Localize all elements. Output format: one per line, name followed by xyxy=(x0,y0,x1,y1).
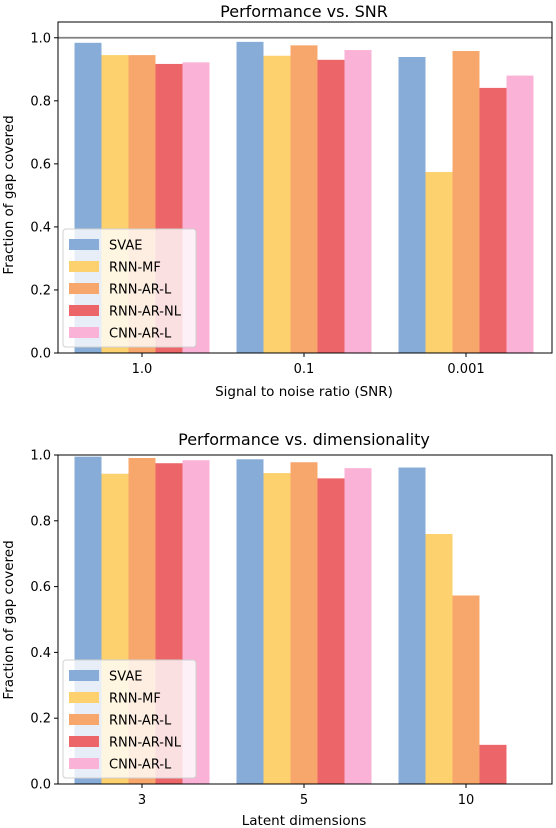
y-tick-label: 0.6 xyxy=(30,157,51,172)
y-tick-label: 0.2 xyxy=(30,283,51,298)
legend-swatch xyxy=(69,758,99,769)
bar-rnn-mf-2 xyxy=(425,172,453,353)
bar-rnn-ar-l-1 xyxy=(290,45,318,354)
legend-label: RNN-AR-NL xyxy=(109,305,182,320)
bar-svae-1 xyxy=(236,41,264,354)
y-axis-label: Fraction of gap covered xyxy=(1,540,17,699)
x-axis-ticks: 1.0 0.1 0.001 xyxy=(132,353,485,377)
y-tick-label: 0.8 xyxy=(30,94,51,109)
bar-rnn-mf-1 xyxy=(263,55,291,354)
y-tick-label: 1.0 xyxy=(30,31,51,46)
y-tick-label: 0.2 xyxy=(30,712,51,727)
y-axis-label: Fraction of gap covered xyxy=(1,115,17,274)
bar-rnn-ar-l-2 xyxy=(452,51,480,354)
bar-cnn-ar-l-2 xyxy=(506,75,534,353)
y-tick-label: 0.4 xyxy=(30,220,51,235)
x-tick-label: 0.001 xyxy=(447,362,484,377)
y-tick-label: 0.6 xyxy=(30,580,51,595)
y-tick-label: 1.0 xyxy=(30,449,51,464)
legend-swatch xyxy=(69,736,99,747)
x-axis-label: Latent dimensions xyxy=(242,813,367,828)
bar-svae-2 xyxy=(398,56,426,354)
chart-title: Performance vs. SNR xyxy=(220,2,388,21)
y-tick-label: 0.8 xyxy=(30,514,51,529)
legend-swatch xyxy=(69,239,99,250)
legend-swatch xyxy=(69,327,99,338)
legend-swatch xyxy=(69,670,99,681)
x-tick-label: 0.1 xyxy=(294,362,315,377)
bar-rnn-ar-l-1 xyxy=(290,462,318,784)
legend-label: RNN-AR-NL xyxy=(109,736,182,751)
legend-label: CNN-AR-L xyxy=(109,758,172,773)
x-tick-label: 5 xyxy=(300,793,308,808)
y-axis-ticks: 0.0 0.2 0.4 0.6 0.8 1.0 xyxy=(30,31,58,362)
legend-box xyxy=(62,659,197,779)
legend-label: SVAE xyxy=(109,239,142,254)
legend-swatch xyxy=(69,283,99,294)
y-tick-label: 0.0 xyxy=(30,778,51,793)
chart-panel-snr: Performance vs. SNR 0.0 0.2 0.4 0.6 0.8 1.0 1… xyxy=(1,2,553,400)
legend-swatch xyxy=(69,692,99,703)
bar-rnn-ar-nl-1 xyxy=(317,59,345,353)
x-axis-label: Signal to noise ratio (SNR) xyxy=(215,384,393,400)
legend-swatch xyxy=(69,714,99,725)
x-axis-ticks: 3 5 10 xyxy=(138,784,474,808)
y-tick-label: 0.4 xyxy=(30,646,51,661)
bar-rnn-ar-nl-2 xyxy=(479,744,507,784)
legend-swatch xyxy=(69,305,99,316)
bar-rnn-ar-nl-1 xyxy=(317,478,345,784)
legend-label: RNN-MF xyxy=(109,261,161,276)
legend-box xyxy=(62,228,197,348)
plot-frame xyxy=(57,454,553,785)
bar-cnn-ar-l-1 xyxy=(344,468,372,784)
bar-cnn-ar-l-1 xyxy=(344,50,372,354)
x-tick-label: 1.0 xyxy=(132,362,153,377)
legend: SVAE RNN-MF RNN-AR-L RNN-AR-NL CNN-AR-L xyxy=(62,228,197,348)
legend-label: RNN-AR-L xyxy=(109,714,172,729)
legend-swatch xyxy=(69,261,99,272)
x-tick-label: 10 xyxy=(458,793,475,808)
bar-rnn-mf-2 xyxy=(425,533,453,784)
bar-svae-1 xyxy=(236,459,264,784)
chart-panel-dimensionality: Performance vs. dimensionality 0.0 0.2 0.4… xyxy=(1,430,553,828)
y-axis-ticks: 0.0 0.2 0.4 0.6 0.8 1.0 xyxy=(30,449,58,793)
plot-frame xyxy=(57,21,553,354)
legend-label: RNN-MF xyxy=(109,692,161,707)
legend-label: SVAE xyxy=(109,670,142,685)
legend: SVAE RNN-MF RNN-AR-L RNN-AR-NL CNN-AR-L xyxy=(62,659,197,779)
bar-svae-2 xyxy=(398,467,426,784)
bar-rnn-ar-nl-2 xyxy=(479,87,507,353)
chart-title: Performance vs. dimensionality xyxy=(178,430,430,449)
bar-rnn-mf-1 xyxy=(263,473,291,784)
legend-label: CNN-AR-L xyxy=(109,327,172,342)
legend-label: RNN-AR-L xyxy=(109,283,172,298)
bar-rnn-ar-l-2 xyxy=(452,595,480,784)
y-tick-label: 0.0 xyxy=(30,347,51,362)
x-tick-label: 3 xyxy=(138,793,146,808)
